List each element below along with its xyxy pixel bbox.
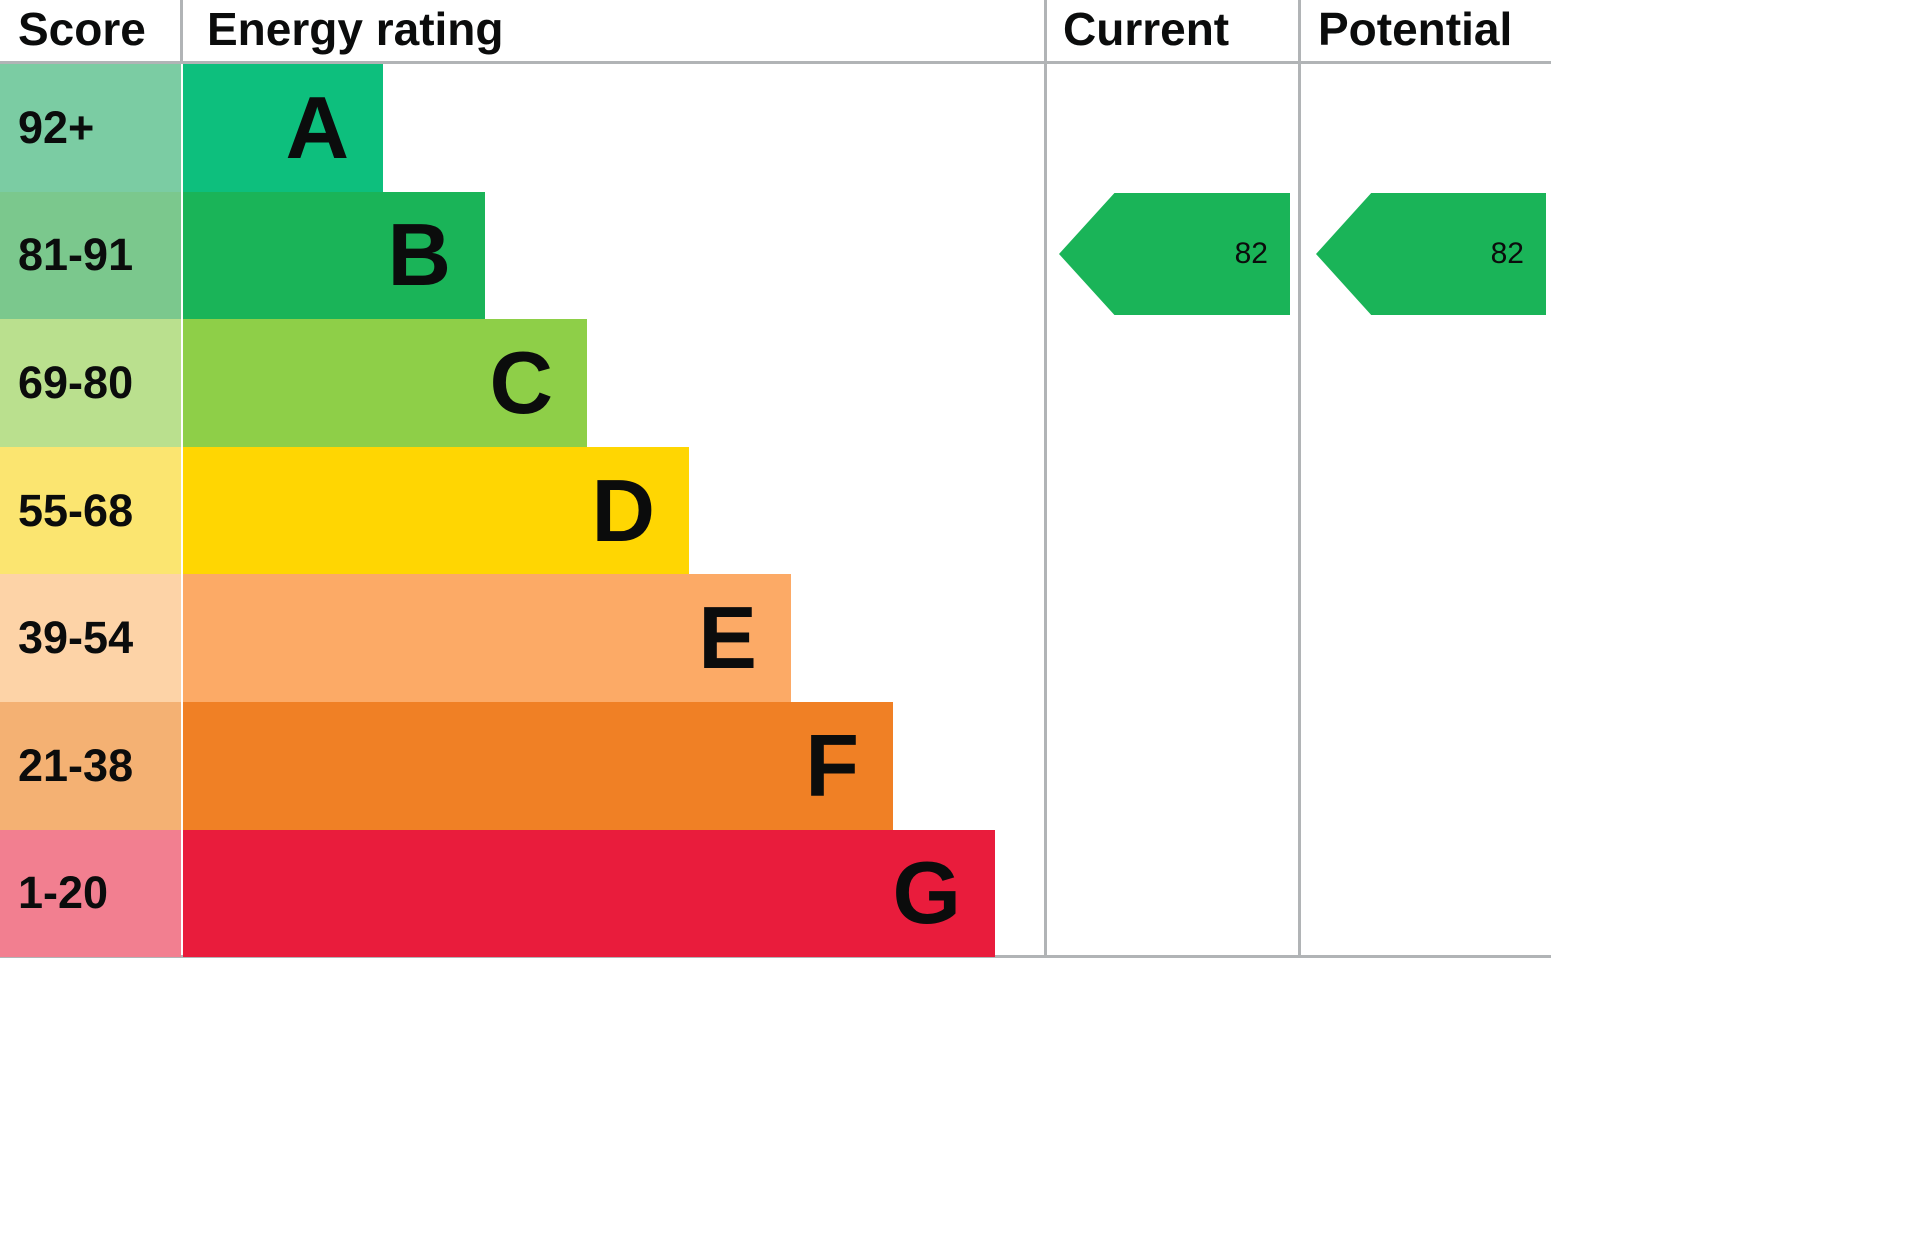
rating-bar-f: F bbox=[183, 701, 893, 830]
energy-rating-column-header: Energy rating bbox=[207, 3, 504, 55]
rating-letter-g: G bbox=[892, 843, 961, 943]
rating-bar-c: C bbox=[183, 319, 587, 447]
rating-bands: 92+ A 81-91 B 69-80 C 55-68 bbox=[0, 64, 1044, 958]
score-range-d: 55-68 bbox=[0, 446, 181, 575]
current-column-divider bbox=[1044, 0, 1047, 958]
potential-column-divider bbox=[1298, 0, 1301, 958]
band-row-b: 81-91 B bbox=[0, 191, 1044, 320]
band-row-d: 55-68 D bbox=[0, 446, 1044, 575]
score-range-b: 81-91 bbox=[0, 191, 181, 320]
score-range-f: 21-38 bbox=[0, 701, 181, 830]
rating-letter-b: B bbox=[387, 205, 451, 305]
rating-letter-a: A bbox=[285, 77, 349, 177]
band-row-e: 39-54 E bbox=[0, 574, 1044, 702]
rating-letter-e: E bbox=[698, 588, 757, 688]
score-header-divider bbox=[180, 0, 183, 62]
rating-letter-d: D bbox=[591, 460, 655, 560]
potential-rating-arrow: 82 bbox=[1316, 193, 1546, 315]
rating-letter-f: F bbox=[805, 715, 859, 815]
potential-column-header: Potential bbox=[1318, 3, 1513, 55]
band-row-g: 1-20 G bbox=[0, 829, 1044, 958]
band-row-c: 69-80 C bbox=[0, 319, 1044, 447]
score-range-e: 39-54 bbox=[0, 574, 181, 702]
rating-bar-a: A bbox=[183, 64, 383, 192]
band-row-f: 21-38 F bbox=[0, 701, 1044, 830]
current-rating-arrow: 82 bbox=[1059, 193, 1290, 315]
rating-bar-g: G bbox=[183, 829, 995, 958]
score-range-g: 1-20 bbox=[0, 829, 181, 958]
rating-bar-b: B bbox=[183, 191, 485, 320]
band-row-a: 92+ A bbox=[0, 64, 1044, 192]
potential-rating-value: 82 bbox=[1490, 237, 1524, 270]
rating-bar-e: E bbox=[183, 574, 791, 702]
current-column-header: Current bbox=[1063, 3, 1230, 55]
current-rating-value: 82 bbox=[1234, 237, 1268, 270]
rating-letter-c: C bbox=[489, 332, 553, 432]
header-bottom-border bbox=[0, 61, 1551, 64]
score-column-header: Score bbox=[18, 3, 146, 55]
score-range-a: 92+ bbox=[0, 64, 181, 192]
score-range-c: 69-80 bbox=[0, 319, 181, 447]
table-header: Score Energy rating Current Potential bbox=[0, 0, 1551, 62]
rating-bar-d: D bbox=[183, 446, 689, 575]
energy-rating-table: Score Energy rating Current Potential 92… bbox=[0, 0, 1551, 958]
